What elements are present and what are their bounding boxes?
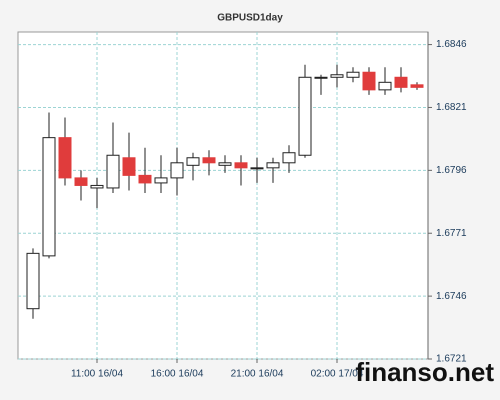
candle-body bbox=[250, 167, 264, 170]
chart-title: GBPUSD1day bbox=[217, 13, 283, 24]
candle-body bbox=[346, 71, 360, 78]
x-tick-label: 02:00 17/04 bbox=[311, 369, 364, 380]
candle-body bbox=[234, 162, 248, 169]
plot-area bbox=[17, 31, 429, 360]
candle-body bbox=[26, 252, 40, 310]
y-tick-label: 1.6821 bbox=[436, 102, 467, 113]
candle-body bbox=[378, 81, 392, 91]
y-tick-label: 1.6846 bbox=[436, 39, 467, 50]
candle-body bbox=[330, 74, 344, 78]
candle-body bbox=[154, 177, 168, 184]
candle-body bbox=[282, 152, 296, 164]
y-tick-label: 1.6721 bbox=[436, 354, 467, 365]
candle-body bbox=[218, 162, 232, 166]
y-tick-label: 1.6746 bbox=[436, 291, 467, 302]
candle-body bbox=[298, 76, 312, 156]
candle-body bbox=[394, 76, 408, 88]
candle-body bbox=[122, 157, 136, 176]
candle-body bbox=[74, 177, 88, 186]
candle-body bbox=[42, 137, 56, 257]
watermark: finanso.net bbox=[355, 357, 494, 387]
x-tick-label: 11:00 16/04 bbox=[71, 369, 124, 380]
candle-body bbox=[138, 174, 152, 184]
candle-body bbox=[58, 137, 72, 179]
candle-body bbox=[106, 154, 120, 189]
y-tick-label: 1.6771 bbox=[436, 228, 467, 239]
candle-body bbox=[90, 184, 104, 189]
candle-body bbox=[170, 162, 184, 179]
x-tick-label: 21:00 16/04 bbox=[231, 369, 284, 380]
x-tick-label: 16:00 16/04 bbox=[151, 369, 204, 380]
candle-body bbox=[362, 71, 376, 91]
candle-body bbox=[266, 162, 280, 169]
candle-body bbox=[410, 84, 424, 88]
candle-body bbox=[314, 76, 328, 79]
y-tick-label: 1.6796 bbox=[436, 165, 467, 176]
candle-body bbox=[202, 157, 216, 164]
candle-body bbox=[186, 157, 200, 166]
